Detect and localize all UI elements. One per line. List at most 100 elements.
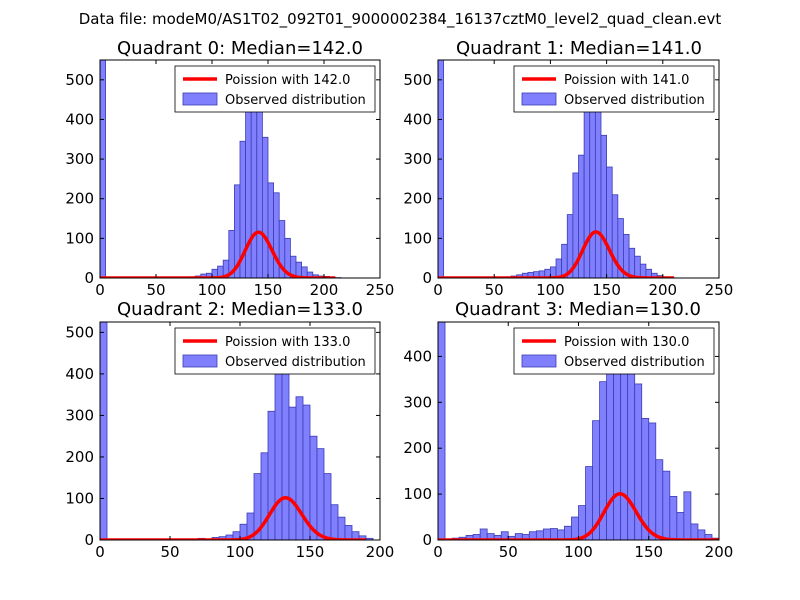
quadrant-3-y-tick-label: 400: [403, 347, 432, 365]
quadrant-3-legend-bar-label: Observed distribution: [564, 355, 705, 370]
quadrant-2-histogram-bar: [344, 525, 353, 540]
quadrant-0-legend-bar-label: Observed distribution: [225, 93, 366, 108]
quadrant-0-x-tick-label: 0: [95, 281, 105, 299]
quadrant-3-histogram-bar: [500, 531, 509, 540]
quadrant-1-axes-frame: [437, 59, 720, 279]
quadrant-1-histogram-bar: [594, 103, 602, 278]
quadrant-2-x-tick-label: 50: [160, 543, 179, 561]
quadrant-2-legend-bar-swatch: [182, 354, 218, 368]
quadrant-2-histogram-bar: [288, 406, 297, 540]
quadrant-2-histogram-bar: [330, 504, 339, 540]
quadrant-3-plot-area: [438, 322, 719, 540]
quadrant-0-histogram-bar: [267, 182, 274, 278]
quadrant-0-x-tick-label: 50: [146, 281, 165, 299]
quadrant-3-y-tick-label: 300: [403, 393, 432, 411]
quadrant-2-x-tick-label: 0: [95, 543, 105, 561]
quadrant-2-histogram-bar: [267, 410, 276, 540]
quadrant-3-histogram-bar: [613, 351, 622, 540]
quadrant-0-x-tick-label: 200: [310, 281, 339, 299]
quadrant-1-legend-bar-label: Observed distribution: [564, 93, 705, 108]
quadrant-1-histogram-bar: [639, 263, 647, 278]
quadrant-0-axes-frame: [99, 59, 381, 279]
quadrant-0-y-tick-label: 300: [65, 150, 94, 168]
quadrant-1-y-tick-label: 100: [403, 229, 432, 247]
quadrant-3-y-tick-label: 0: [422, 531, 432, 549]
quadrant-2-x-tick-label: 100: [226, 543, 255, 561]
quadrant-3-histogram-bar: [620, 346, 629, 540]
quadrant-1-x-tick-label: 100: [536, 281, 565, 299]
quadrant-0-panel: Quadrant 0: Median=142.0 0 50 100 150 200 250…: [65, 38, 394, 299]
quadrant-1-y-tick-label: 300: [403, 150, 432, 168]
quadrant-0-y-tick-label: 200: [65, 190, 94, 208]
quadrant-3-y-tick-label: 100: [403, 485, 432, 503]
quadrant-3-histogram-bar: [571, 516, 579, 540]
quadrant-2-panel: Quadrant 2: Median=133.0 0 50 100 150 200 0 10…: [65, 299, 394, 561]
quadrant-1-x-tick-label: 50: [485, 281, 504, 299]
quadrant-3-histogram-bar: [606, 365, 615, 540]
quadrant-3-zero-bin-bar: [438, 322, 446, 540]
quadrant-3-y-tick-label: 200: [403, 439, 432, 457]
quadrant-2-title: Quadrant 2: Median=133.0: [117, 299, 363, 320]
quadrant-1-plot-area: [438, 60, 675, 278]
quadrant-1-zero-bin-bar: [438, 60, 445, 278]
quadrant-2-legend-curve-label: Poission with 133.0: [225, 335, 350, 350]
quadrant-0-y-tick-label: 500: [65, 71, 94, 89]
quadrant-2-y-tick-label: 100: [65, 489, 94, 507]
quadrant-3-x-tick-label: 0: [433, 543, 443, 561]
quadrant-3-histogram-bar: [690, 523, 699, 540]
quadrant-0-legend-box: [174, 65, 376, 113]
quadrant-0-x-tick-label: 150: [254, 281, 283, 299]
quadrant-2-y-tick-label: 200: [65, 448, 94, 466]
quadrant-1-x-tick-label: 0: [433, 281, 443, 299]
quadrant-0-x-tick-label: 100: [198, 281, 227, 299]
quadrant-3-x-tick-label: 50: [499, 543, 518, 561]
quadrant-3-legend-bar-swatch: [521, 354, 557, 368]
quadrant-3-legend: Poission with 130.0 Observed distribution: [513, 327, 715, 375]
quadrant-0-legend-bar-swatch: [182, 92, 218, 106]
quadrant-0-y-tick-label: 100: [65, 229, 94, 247]
quadrant-2-histogram-bar: [323, 473, 332, 540]
quadrant-3-histogram-bar: [627, 367, 636, 540]
quadrant-2-histogram-bar: [337, 516, 346, 540]
quadrant-3-histogram-bar: [564, 525, 572, 540]
quadrant-1-histogram-bar: [628, 247, 636, 278]
quadrant-1-legend: Poission with 141.0 Observed distribution: [513, 65, 715, 113]
quadrant-0-histogram-bar: [261, 136, 269, 278]
figure-suptitle: Data file: modeM0/AS1T02_092T01_90000023…: [79, 10, 722, 29]
quadrant-1-y-tick-label: 500: [403, 71, 432, 89]
quadrant-0-histogram-bar: [245, 111, 252, 278]
quadrant-2-histogram-bar: [274, 352, 283, 540]
quadrant-2-x-tick-label: 150: [296, 543, 325, 561]
quadrant-1-histogram-bar: [600, 134, 607, 278]
quadrant-1-legend-curve-label: Poission with 141.0: [564, 73, 689, 88]
quadrant-1-histogram-bar: [583, 109, 591, 278]
quadrant-3-histogram-bar: [662, 470, 671, 540]
quadrant-3-histogram-bar: [676, 512, 685, 540]
quadrant-0-histogram-bar: [250, 93, 258, 278]
quadrant-0-legend: Poission with 142.0 Observed distribution: [174, 65, 376, 113]
quadrant-2-histogram-bar: [295, 396, 304, 540]
quadrant-3-x-tick-label: 200: [705, 543, 734, 561]
quadrant-3-legend-curve-label: Poission with 130.0: [564, 335, 689, 350]
quadrant-1-y-tick-label: 400: [403, 110, 432, 128]
quadrant-0-title: Quadrant 0: Median=142.0: [117, 38, 363, 59]
quadrant-2-histogram-bar: [316, 448, 325, 540]
quadrant-1-x-tick-label: 200: [648, 281, 677, 299]
quadrant-1-histogram-bar: [606, 166, 613, 278]
quadrant-1-histogram-bar: [589, 91, 596, 278]
quadrant-0-x-tick-label: 250: [366, 281, 395, 299]
quadrant-1-y-tick-label: 0: [422, 269, 432, 287]
quadrant-0-zero-bin-bar: [100, 60, 106, 278]
quadrant-3-x-tick-label: 100: [564, 543, 593, 561]
quadrant-3-histogram-bar: [669, 495, 678, 540]
quadrant-2-zero-bin-bar: [100, 322, 108, 540]
quadrant-1-legend-bar-swatch: [521, 92, 557, 106]
quadrant-2-histogram-bar: [309, 435, 318, 540]
quadrant-1-histogram-bar: [634, 255, 641, 278]
quadrant-1-title: Quadrant 1: Median=141.0: [456, 38, 702, 59]
quadrant-2-legend: Poission with 133.0 Observed distribution: [174, 327, 376, 375]
quadrant-3-x-tick-label: 150: [634, 543, 663, 561]
quadrant-2-y-tick-label: 300: [65, 406, 94, 424]
quadrant-3-histogram-bar: [683, 491, 692, 540]
